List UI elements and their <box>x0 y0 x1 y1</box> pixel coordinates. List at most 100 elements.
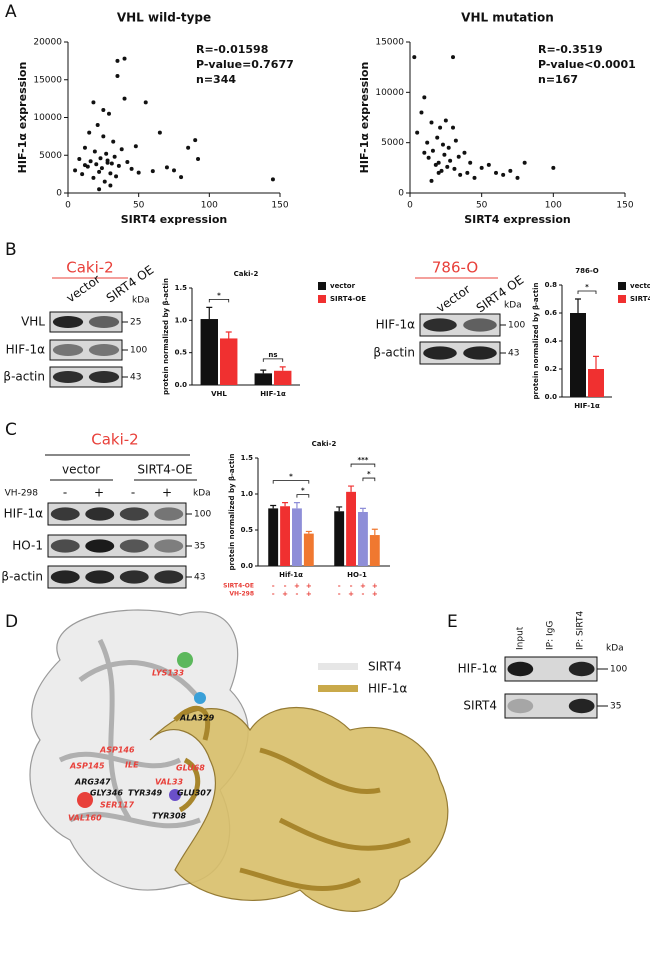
lane-label: IP: SIRT4 <box>576 611 586 650</box>
point <box>451 55 455 60</box>
point <box>415 130 420 135</box>
x-tick-label: VHL <box>211 390 227 398</box>
point <box>172 168 176 173</box>
y-tick-label: 0.5 <box>175 349 188 357</box>
sig-label: ns <box>268 351 277 359</box>
hif-ribbon <box>149 706 449 912</box>
marker-label: 35 <box>610 702 621 712</box>
point <box>196 157 201 162</box>
bar <box>588 369 604 397</box>
point <box>508 168 513 173</box>
annotation: n=344 <box>196 73 236 86</box>
point <box>143 100 148 105</box>
sig-bracket <box>350 463 376 468</box>
point <box>186 145 191 150</box>
error-bar <box>336 506 343 512</box>
sig-bracket <box>296 494 310 498</box>
legend-swatch <box>318 663 358 670</box>
x-tick-label: Hif-1α <box>279 571 303 579</box>
x-tick-label: 100 <box>545 201 562 211</box>
point <box>106 111 111 116</box>
point <box>77 157 82 162</box>
point <box>109 161 114 166</box>
marker-label: 100 <box>508 321 525 331</box>
point <box>429 120 434 125</box>
point <box>494 170 498 175</box>
treatment-sign: - <box>338 590 341 598</box>
point <box>453 138 458 143</box>
panel-letter: D <box>5 612 18 632</box>
marker-label: 100 <box>194 510 211 520</box>
residue-label: VAL33 <box>155 778 184 787</box>
treatment-sign: + <box>360 582 366 590</box>
residue-label: LYS133 <box>152 669 185 678</box>
point <box>436 160 441 165</box>
point <box>452 166 457 171</box>
point <box>150 169 155 174</box>
band <box>507 661 534 677</box>
y-tick-label: 5000 <box>381 138 404 148</box>
point <box>92 149 97 154</box>
bar <box>369 535 380 566</box>
point <box>179 175 184 180</box>
treatment-sign: - <box>272 582 275 590</box>
panel-letter: C <box>5 420 17 440</box>
point <box>97 169 102 174</box>
point <box>87 130 92 135</box>
y-axis-label: HIF-1α expression <box>358 62 371 174</box>
lane-label: vector <box>434 282 473 315</box>
point <box>429 178 434 183</box>
treatment-sign: + <box>294 582 300 590</box>
bar <box>220 338 238 385</box>
annotation: P-value=0.7677 <box>196 58 294 71</box>
point <box>426 155 431 160</box>
legend-label: vector <box>630 282 650 290</box>
point <box>95 123 100 128</box>
chart-title: Caki-2 <box>234 270 259 278</box>
residue-label: SER117 <box>100 801 135 810</box>
row-label: HIF-1α <box>6 343 45 357</box>
bar <box>200 319 218 385</box>
point <box>91 100 96 105</box>
x-tick-label: 150 <box>271 201 288 211</box>
sig-bracket <box>362 477 376 482</box>
band <box>154 539 184 553</box>
band <box>85 539 115 553</box>
error-bar <box>225 331 232 339</box>
point <box>468 160 473 165</box>
cell-line: Caki-2 <box>66 259 113 277</box>
legend-swatch <box>618 295 626 303</box>
band <box>119 570 149 584</box>
sig-label: * <box>301 487 305 495</box>
point <box>108 183 113 188</box>
group-label: vector <box>62 463 100 477</box>
chart-title: VHL wild-type <box>117 11 211 25</box>
point <box>101 134 106 139</box>
structure-drawing <box>29 609 449 912</box>
error-bar <box>279 366 286 371</box>
point <box>445 164 450 169</box>
point <box>422 95 427 100</box>
error-bar <box>359 507 366 512</box>
cell-line: 786-O <box>432 259 478 277</box>
band <box>50 570 80 584</box>
bar <box>346 491 356 566</box>
point <box>458 172 463 177</box>
y-tick-label: 0 <box>56 189 62 199</box>
bar <box>292 508 302 566</box>
point <box>129 166 134 171</box>
point <box>122 56 127 61</box>
band <box>85 507 115 521</box>
error-bar <box>206 306 213 320</box>
treatment-sign: - <box>63 486 67 500</box>
point <box>164 165 169 170</box>
y-tick-label: 10000 <box>33 113 62 123</box>
marker-label: 100 <box>130 346 147 356</box>
treatment-sign: + <box>282 590 288 598</box>
lane-label: Input <box>516 626 526 650</box>
row-label: β-actin <box>3 370 45 384</box>
band <box>88 371 120 383</box>
lane-label: vector <box>64 272 103 305</box>
y-tick-label: 15000 <box>375 38 404 48</box>
